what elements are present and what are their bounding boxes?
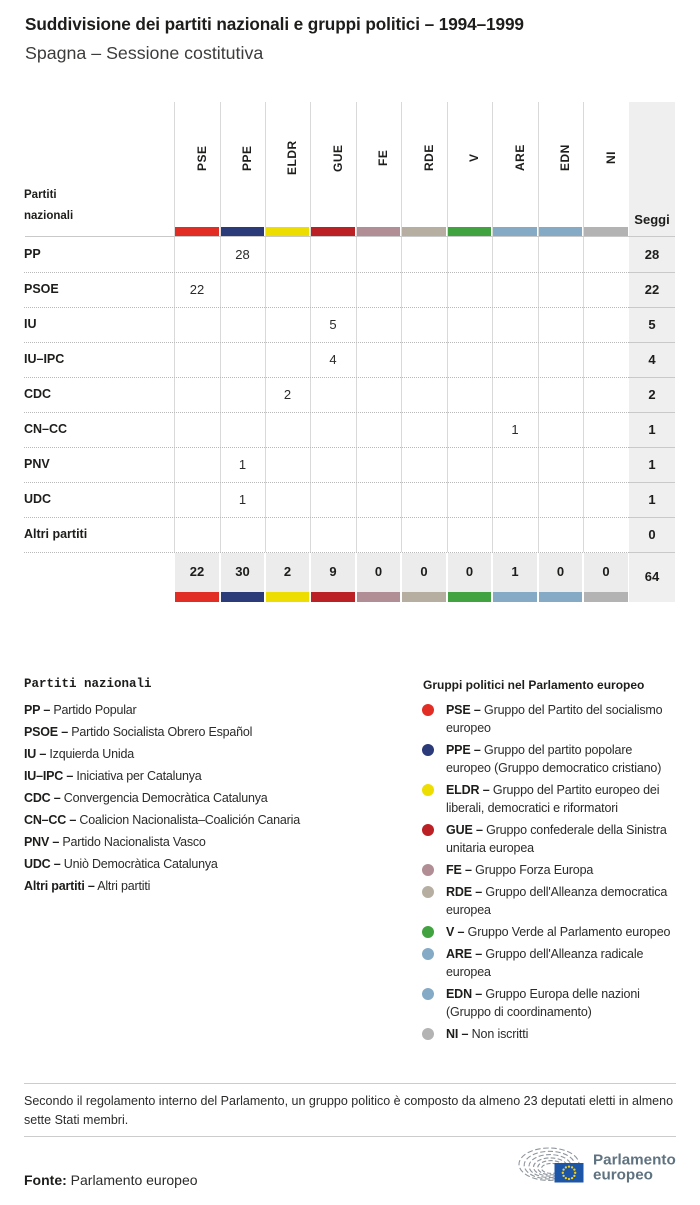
svg-text:europeo: europeo (593, 1167, 653, 1184)
svg-text:Parlamento: Parlamento (593, 1152, 676, 1169)
